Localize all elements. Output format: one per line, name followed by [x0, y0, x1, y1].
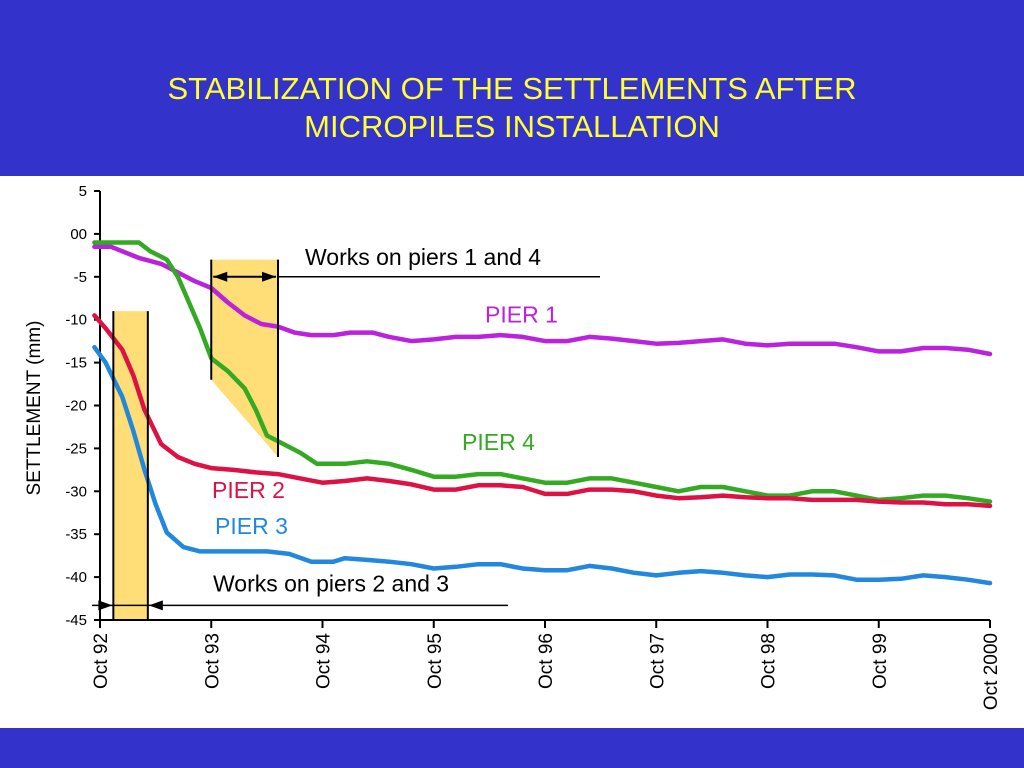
series-lines [92, 240, 993, 586]
x-tick-label: Oct 97 [647, 633, 668, 689]
y-tick-label: -45 [65, 612, 87, 629]
pier-4-line [92, 240, 993, 504]
pier-1-label: PIER 1 [485, 301, 558, 327]
x-tick-label: Oct 92 [91, 633, 112, 689]
y-tick-label: -10 [65, 312, 87, 329]
settlement-chart: 500-5-10-15-20-25-30-35-40-45 Oct 92 Oct … [24, 183, 1002, 710]
arrowhead-right [98, 600, 113, 611]
slide-title-line-2: MICROPILES INSTALLATION [304, 109, 720, 144]
arrowhead-right [262, 271, 276, 282]
title-band [0, 0, 1024, 176]
x-tick-label: Oct 95 [425, 633, 446, 689]
works-piers-2-3-label: Works on piers 2 and 3 [213, 571, 449, 597]
y-tick-label: -30 [65, 483, 87, 500]
pier-2-line [92, 313, 993, 509]
x-tick-label: Oct 94 [314, 633, 335, 689]
arrowhead-left [213, 271, 228, 282]
x-ticks: Oct 92 Oct 93 Oct 94 Oct 95 Oct 96 Oct 97 Oct … [91, 620, 1002, 710]
x-tick-label: Oct 2000 [981, 633, 1002, 710]
pier-3-label: PIER 3 [215, 513, 288, 539]
pier-1-line [92, 244, 993, 357]
work-annotations: Works on piers 1 and 4 Works on piers 2 a… [92, 244, 600, 620]
y-tick-label: -5 [74, 269, 87, 286]
arrowhead-left [148, 600, 163, 611]
pier-2-label: PIER 2 [212, 477, 285, 503]
pier-3-line [92, 344, 993, 586]
y-tick-label: -40 [65, 569, 87, 586]
y-tick-label: -25 [65, 440, 87, 457]
x-tick-label: Oct 93 [202, 633, 223, 689]
y-tick-label: 00 [70, 226, 87, 243]
y-tick-label: -15 [65, 355, 87, 372]
y-tick-label: 5 [79, 183, 87, 200]
slide-title-line-1: STABILIZATION OF THE SETTLEMENTS AFTER [167, 71, 857, 106]
series-labels: PIER 1 PIER 4 PIER 2 PIER 3 [212, 301, 558, 539]
y-ticks: 5 00 -5 -10 -15 -20 -25 -30 -35 -40 -45 [65, 183, 100, 629]
x-tick-label: Oct 96 [536, 633, 557, 689]
slide-title: STABILIZATION OF THE SETTLEMENTS AFTER M… [0, 70, 1024, 146]
y-tick-label: -35 [65, 526, 87, 543]
works-periods [113, 259, 278, 620]
works-piers-1-4-shading [211, 259, 278, 457]
x-tick-label: Oct 98 [759, 633, 780, 689]
works-piers-1-4-label: Works on piers 1 and 4 [305, 244, 541, 270]
x-tick-label: Oct 99 [870, 633, 891, 689]
chart-area: 5 00 -5 -10 -15 -20 -25 -30 -35 -40 -45 Oct 92 Oct … [0, 176, 1024, 728]
y-tick-label: -20 [65, 398, 87, 415]
pier-4-label: PIER 4 [462, 429, 535, 455]
footer-band [0, 728, 1024, 768]
y-axis-label: SETTLEMENT (mm) [24, 321, 45, 496]
